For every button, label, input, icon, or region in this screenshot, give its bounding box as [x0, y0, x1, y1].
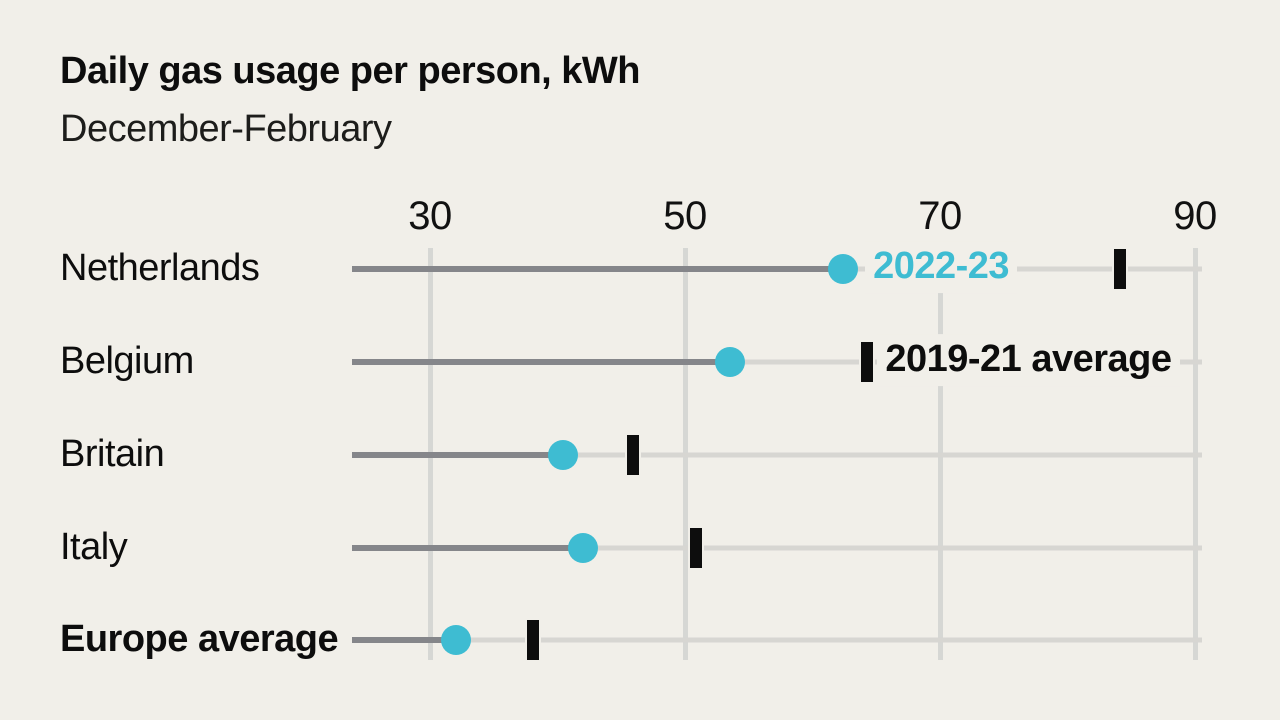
x-tick-label-50: 50 — [663, 194, 707, 238]
row-label-netherlands: Netherlands — [60, 247, 260, 290]
row-label-belgium: Belgium — [60, 340, 194, 383]
x-tick-label-30: 30 — [408, 194, 452, 238]
chart-subtitle: December-February — [60, 108, 392, 150]
bar-2019-21-average — [690, 528, 703, 568]
bar-2019-21-average — [626, 435, 639, 475]
row-value-line — [352, 266, 844, 272]
row-label-europe-average: Europe average — [60, 618, 339, 661]
dot-2022-23 — [714, 347, 745, 377]
dot-2022-23 — [440, 625, 471, 655]
row-value-line — [352, 637, 456, 643]
row-value-line — [352, 359, 730, 365]
bar-2019-21-average — [527, 620, 540, 660]
dot-2022-23 — [828, 254, 859, 284]
bar-2019-21-average — [1113, 249, 1126, 289]
row-guide-line — [352, 359, 1202, 365]
row-value-line — [352, 452, 563, 458]
row-label-britain: Britain — [60, 433, 165, 476]
row-guide-line — [352, 637, 1202, 643]
bar-2019-21-average — [861, 342, 874, 382]
row-label-italy: Italy — [60, 526, 128, 569]
legend-label-2019-21-average: 2019-21 average — [877, 334, 1180, 386]
row-value-line — [352, 545, 583, 551]
x-tick-label-70: 70 — [918, 194, 962, 238]
dot-2022-23 — [547, 440, 578, 470]
row-guide-line — [352, 545, 1202, 551]
chart-title: Daily gas usage per person, kWh — [60, 50, 641, 92]
dot-2022-23 — [568, 533, 598, 563]
row-guide-line — [352, 452, 1202, 458]
x-tick-label-90: 90 — [1173, 194, 1217, 238]
legend-label-2022-23: 2022-23 — [865, 241, 1018, 293]
